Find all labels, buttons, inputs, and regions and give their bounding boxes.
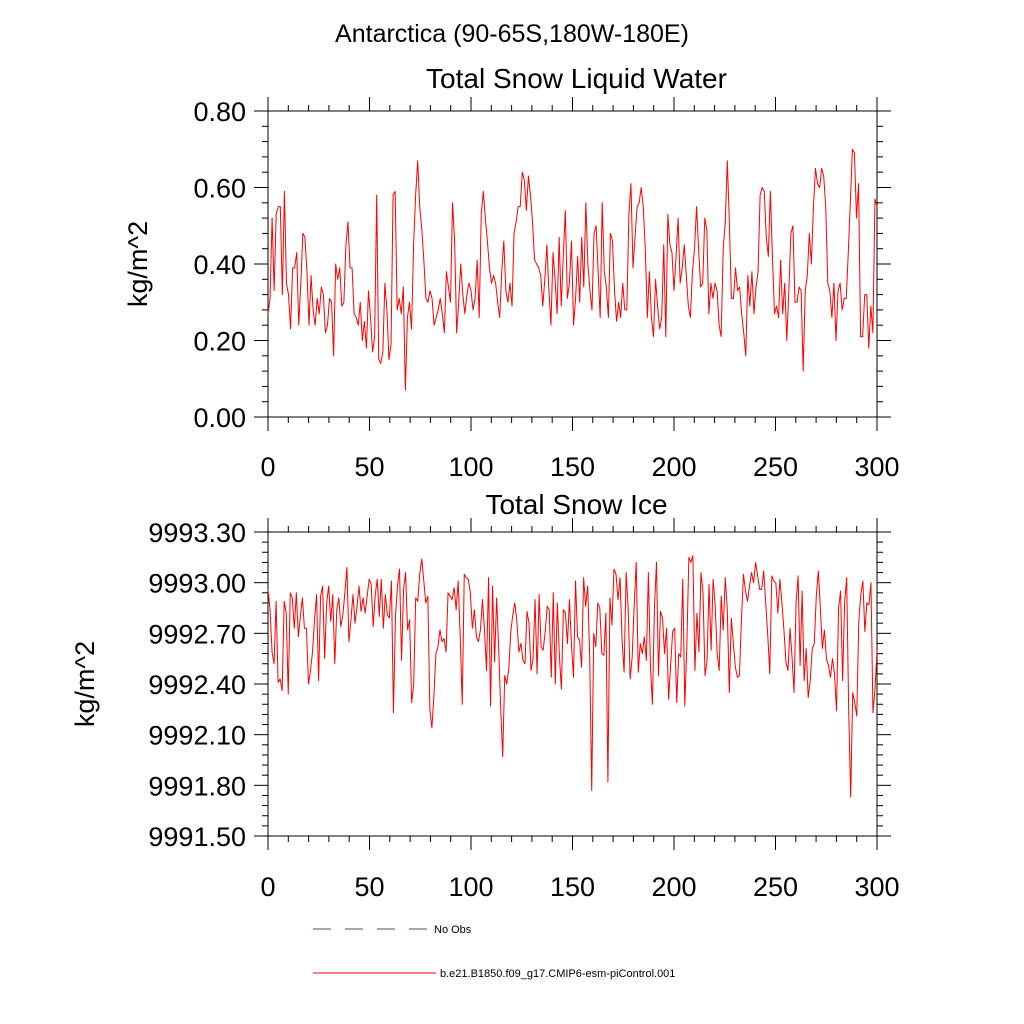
x-tick-label: 50 <box>354 452 384 482</box>
figure-suptitle: Antarctica (90-65S,180W-180E) <box>335 20 689 48</box>
y-tick-label: 0.40 <box>193 250 246 280</box>
x-tick-label: 150 <box>550 872 595 902</box>
y-tick-label: 0.00 <box>193 403 246 433</box>
x-tick-label: 300 <box>854 452 899 482</box>
y-tick-label: 9991.80 <box>148 771 246 801</box>
x-tick-label: 300 <box>854 872 899 902</box>
y-tick-label: 9992.10 <box>148 721 246 751</box>
series-line <box>267 148 878 391</box>
x-tick-label: 250 <box>753 452 798 482</box>
x-tick-label: 0 <box>260 452 275 482</box>
y-tick-label: 9992.40 <box>148 670 246 700</box>
panel-total-snow-ice: Total Snow Ice kg/m^2 0 50 100 150 200 250 300 99… <box>70 489 900 902</box>
x-tick-label: 100 <box>448 872 493 902</box>
legend: No Obs b.e21.B1850.f09_g17.CMIP6-esm-piC… <box>313 924 675 980</box>
chart-title: Total Snow Liquid Water <box>426 63 727 94</box>
y-tick-label: 0.60 <box>193 174 246 204</box>
y-tick-label: 0.20 <box>193 327 246 357</box>
series-line <box>267 555 878 798</box>
x-tick-label: 150 <box>550 452 595 482</box>
y-tick-label: 0.80 <box>193 97 246 127</box>
x-tick-label: 0 <box>260 872 275 902</box>
chart-title: Total Snow Ice <box>485 489 667 520</box>
x-tick-label: 50 <box>354 872 384 902</box>
legend-label-model-run: b.e21.B1850.f09_g17.CMIP6-esm-piControl.… <box>440 968 675 980</box>
x-tick-label: 200 <box>651 872 696 902</box>
y-tick-label: 9992.70 <box>148 619 246 649</box>
x-tick-label: 100 <box>448 452 493 482</box>
x-tick-label: 200 <box>651 452 696 482</box>
panel-total-snow-liquid-water: Total Snow Liquid Water kg/m^2 0 50 100 150 20… <box>123 63 900 482</box>
y-tick-label: 9991.50 <box>148 822 246 852</box>
legend-label-no-obs: No Obs <box>434 924 472 936</box>
x-tick-label: 250 <box>753 872 798 902</box>
y-tick-label: 9993.00 <box>148 569 246 599</box>
y-axis-label: kg/m^2 <box>123 221 153 307</box>
y-tick-label: 9993.30 <box>148 518 246 548</box>
plot-frame <box>267 531 878 837</box>
y-axis-label: kg/m^2 <box>70 641 100 727</box>
